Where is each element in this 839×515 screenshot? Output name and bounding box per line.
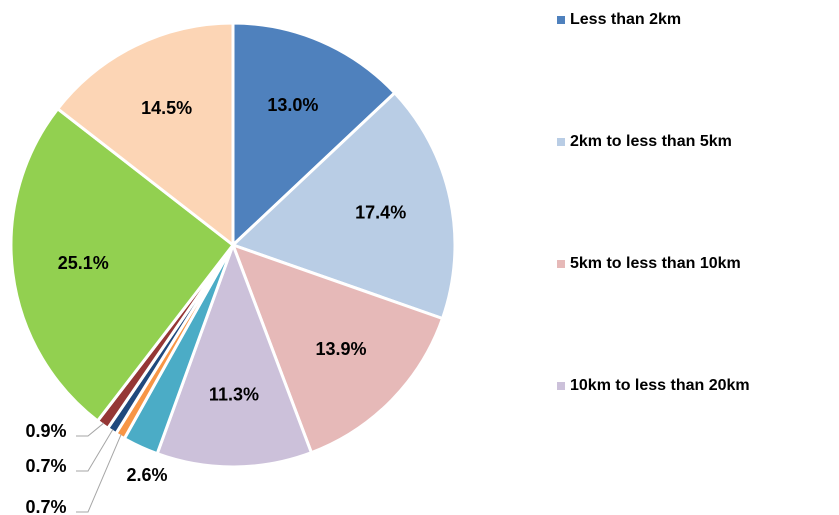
data-label: 2.6%: [126, 465, 167, 485]
data-label: 13.0%: [267, 95, 318, 115]
pie-slice: [230, 242, 445, 455]
data-label: 0.9%: [25, 421, 66, 441]
data-label: 25.1%: [58, 253, 109, 273]
legend-swatch: [557, 16, 565, 24]
pie-slice: [231, 21, 397, 249]
legend-label: 10km to less than 20km: [570, 377, 750, 394]
pie-slice: [155, 240, 314, 469]
data-label: 11.3%: [209, 385, 259, 405]
legend-label: Less than 2km: [570, 11, 681, 28]
legend-swatch: [557, 260, 565, 268]
leader-line: [76, 422, 105, 437]
data-label: 0.7%: [25, 456, 66, 476]
legend-label: 5km to less than 10km: [570, 255, 741, 272]
data-label: 13.9%: [315, 339, 366, 359]
legend-swatch: [557, 138, 565, 146]
pie-slice: [55, 21, 235, 249]
data-label: 0.7%: [25, 497, 66, 515]
data-label: 17.4%: [355, 202, 406, 222]
leader-line: [76, 429, 114, 472]
legend-label: 2km to less than 5km: [570, 133, 732, 150]
legend-swatch: [557, 382, 565, 390]
data-label: 14.5%: [141, 98, 192, 118]
pie-slice: [9, 106, 236, 424]
pie-slice: [230, 90, 457, 321]
leader-line: [76, 434, 122, 513]
